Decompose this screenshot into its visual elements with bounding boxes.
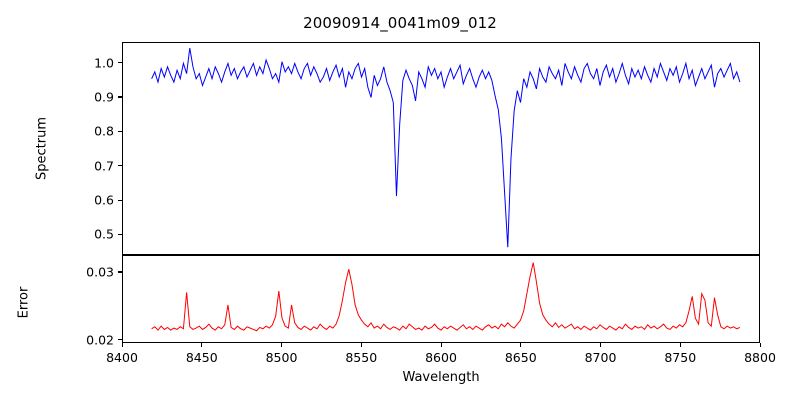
x-tick-label: 8800 <box>744 350 776 365</box>
x-tick-mark <box>281 343 283 347</box>
y-tick-label-error: 0.02 <box>86 332 114 348</box>
y-axis-label-error: Error <box>16 286 32 319</box>
page-title: 20090914_0041m09_012 <box>303 14 497 32</box>
y-tick-label-spectrum: 1.0 <box>94 55 114 71</box>
x-tick-label: 8600 <box>425 350 457 365</box>
y-tick-mark-spectrum <box>118 199 122 201</box>
x-tick-label: 8750 <box>664 350 697 365</box>
spectrum-plot-area <box>122 42 760 255</box>
y-tick-mark-spectrum <box>118 233 122 235</box>
x-tick-label: 8550 <box>345 350 378 365</box>
error-line-chart <box>123 256 759 342</box>
y-tick-label-spectrum: 0.5 <box>94 226 114 242</box>
x-tick-mark <box>759 343 761 347</box>
x-tick-mark <box>121 343 123 347</box>
y-tick-label-spectrum: 0.9 <box>94 89 114 105</box>
y-tick-label-spectrum: 0.8 <box>94 123 114 139</box>
x-tick-mark <box>201 343 203 347</box>
y-tick-label-spectrum: 0.6 <box>94 192 114 208</box>
x-axis-label: Wavelength <box>402 370 480 385</box>
x-tick-label: 8400 <box>106 350 138 365</box>
x-tick-label: 8500 <box>265 350 298 365</box>
x-tick-label: 8450 <box>185 350 218 365</box>
x-tick-mark <box>679 343 681 347</box>
x-tick-mark <box>520 343 522 347</box>
x-tick-label: 8700 <box>584 350 617 365</box>
y-tick-mark-error <box>118 271 122 273</box>
spectrum-line-chart <box>123 43 759 254</box>
y-tick-mark-spectrum <box>118 130 122 132</box>
x-tick-mark <box>360 343 362 347</box>
y-tick-mark-spectrum <box>118 165 122 167</box>
spectrum-trace <box>152 48 740 247</box>
x-tick-mark <box>600 343 602 347</box>
x-tick-label: 8650 <box>504 350 537 365</box>
y-axis-label-spectrum: Spectrum <box>34 117 50 180</box>
x-tick-mark <box>440 343 442 347</box>
y-tick-mark-error <box>118 339 122 341</box>
error-plot-area <box>122 255 760 343</box>
y-tick-label-error: 0.03 <box>86 264 114 280</box>
y-tick-mark-spectrum <box>118 62 122 64</box>
error-trace <box>152 263 740 331</box>
y-tick-label-spectrum: 0.7 <box>94 158 114 174</box>
y-tick-mark-spectrum <box>118 96 122 98</box>
